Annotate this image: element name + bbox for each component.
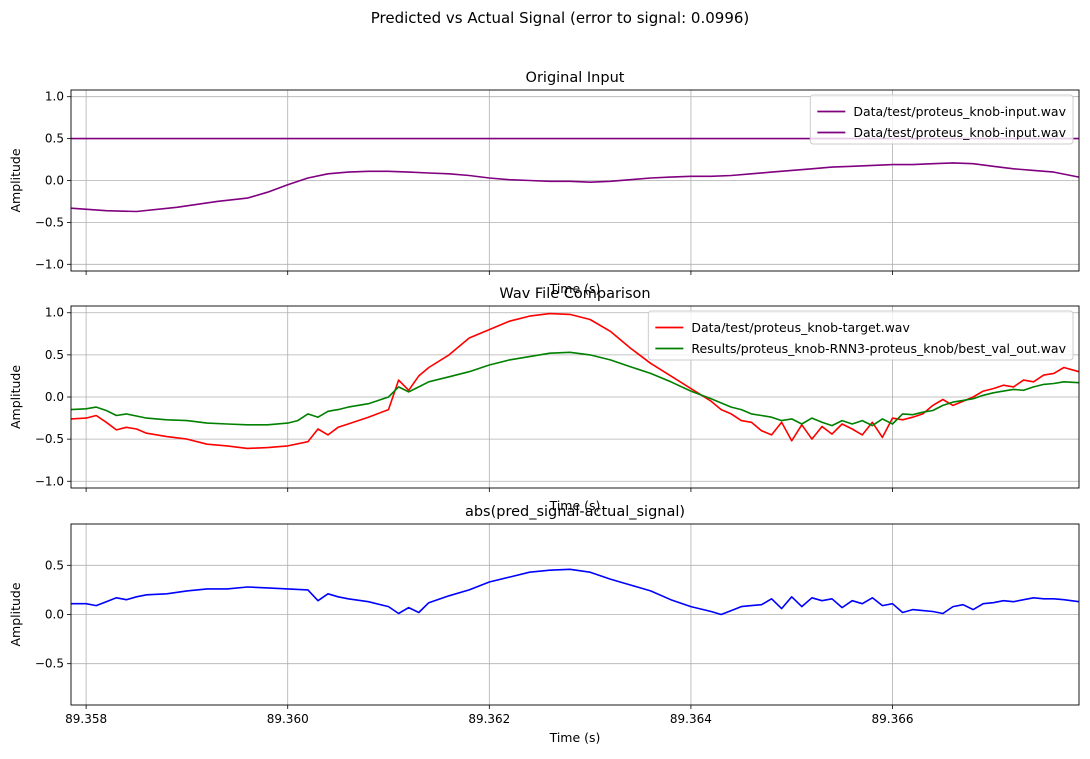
legend: Data/test/proteus_knob-input.wav Data/tes… xyxy=(809,94,1074,145)
y-tick-label: 1.0 xyxy=(45,90,64,104)
y-tick-label: 0.5 xyxy=(45,132,64,146)
series-line-2 xyxy=(70,162,1080,213)
legend-label: Data/test/proteus_knob-input.wav xyxy=(853,104,1066,119)
figure-suptitle: Predicted vs Actual Signal (error to sig… xyxy=(371,9,750,27)
x-axis-label: Time (s) xyxy=(549,730,601,745)
legend-frame xyxy=(647,310,1074,361)
y-tick-label: −0.5 xyxy=(35,432,64,446)
x-tick-label: 89.364 xyxy=(670,712,712,726)
x-tick-label: 89.362 xyxy=(468,712,510,726)
y-tick-label: 0.0 xyxy=(45,608,64,622)
legend-frame xyxy=(809,94,1074,145)
x-axis-label: Time (s) xyxy=(549,498,601,513)
y-axis-label: Amplitude xyxy=(8,148,23,212)
chart-title: abs(pred_signal-actual_signal) xyxy=(465,504,685,520)
chart-panel-3: 89.358 89.360 89.362 89.364 89.366 −0.5 0.0 0.5… xyxy=(8,504,1080,745)
y-tick-label: 0.0 xyxy=(45,390,64,404)
chart-title: Wav File Comparison xyxy=(499,286,650,302)
y-tick-label: 0.5 xyxy=(45,558,64,572)
y-tick-label: −0.5 xyxy=(35,657,64,671)
chart-panel-1: −1.0 −0.5 0.0 0.5 1.0 Original Input Amplitude… xyxy=(8,70,1080,296)
y-tick-label: 0.0 xyxy=(45,174,64,188)
y-tick-label: −1.0 xyxy=(35,474,64,488)
chart-title: Original Input xyxy=(526,70,625,86)
y-tick-label: −1.0 xyxy=(35,257,64,271)
x-tick-label: 89.358 xyxy=(65,712,107,726)
y-tick-label: 1.0 xyxy=(45,306,64,320)
series-group xyxy=(71,568,1080,616)
legend-label: Data/test/proteus_knob-input.wav xyxy=(853,125,1066,140)
legend: Data/test/proteus_knob-target.wav Results… xyxy=(647,310,1074,361)
x-tick-label: 89.366 xyxy=(872,712,914,726)
x-axis-label: Time (s) xyxy=(549,281,601,296)
y-tick-label: −0.5 xyxy=(35,215,64,229)
chart-panel-2: −1.0 −0.5 0.0 0.5 1.0 Wav File Comparison Ampl… xyxy=(8,286,1080,513)
series-line-1 xyxy=(70,312,1080,450)
y-axis-label: Amplitude xyxy=(8,582,23,646)
y-axis-label: Amplitude xyxy=(8,365,23,429)
series-line-2 xyxy=(70,351,1080,427)
series-line-1 xyxy=(71,568,1080,616)
legend-label: Data/test/proteus_knob-target.wav xyxy=(691,320,910,335)
x-tick-label: 89.360 xyxy=(267,712,309,726)
legend-label: Results/proteus_knob-RNN3-proteus_knob/b… xyxy=(691,341,1066,356)
y-tick-label: 0.5 xyxy=(45,348,64,362)
series-group xyxy=(70,312,1080,450)
